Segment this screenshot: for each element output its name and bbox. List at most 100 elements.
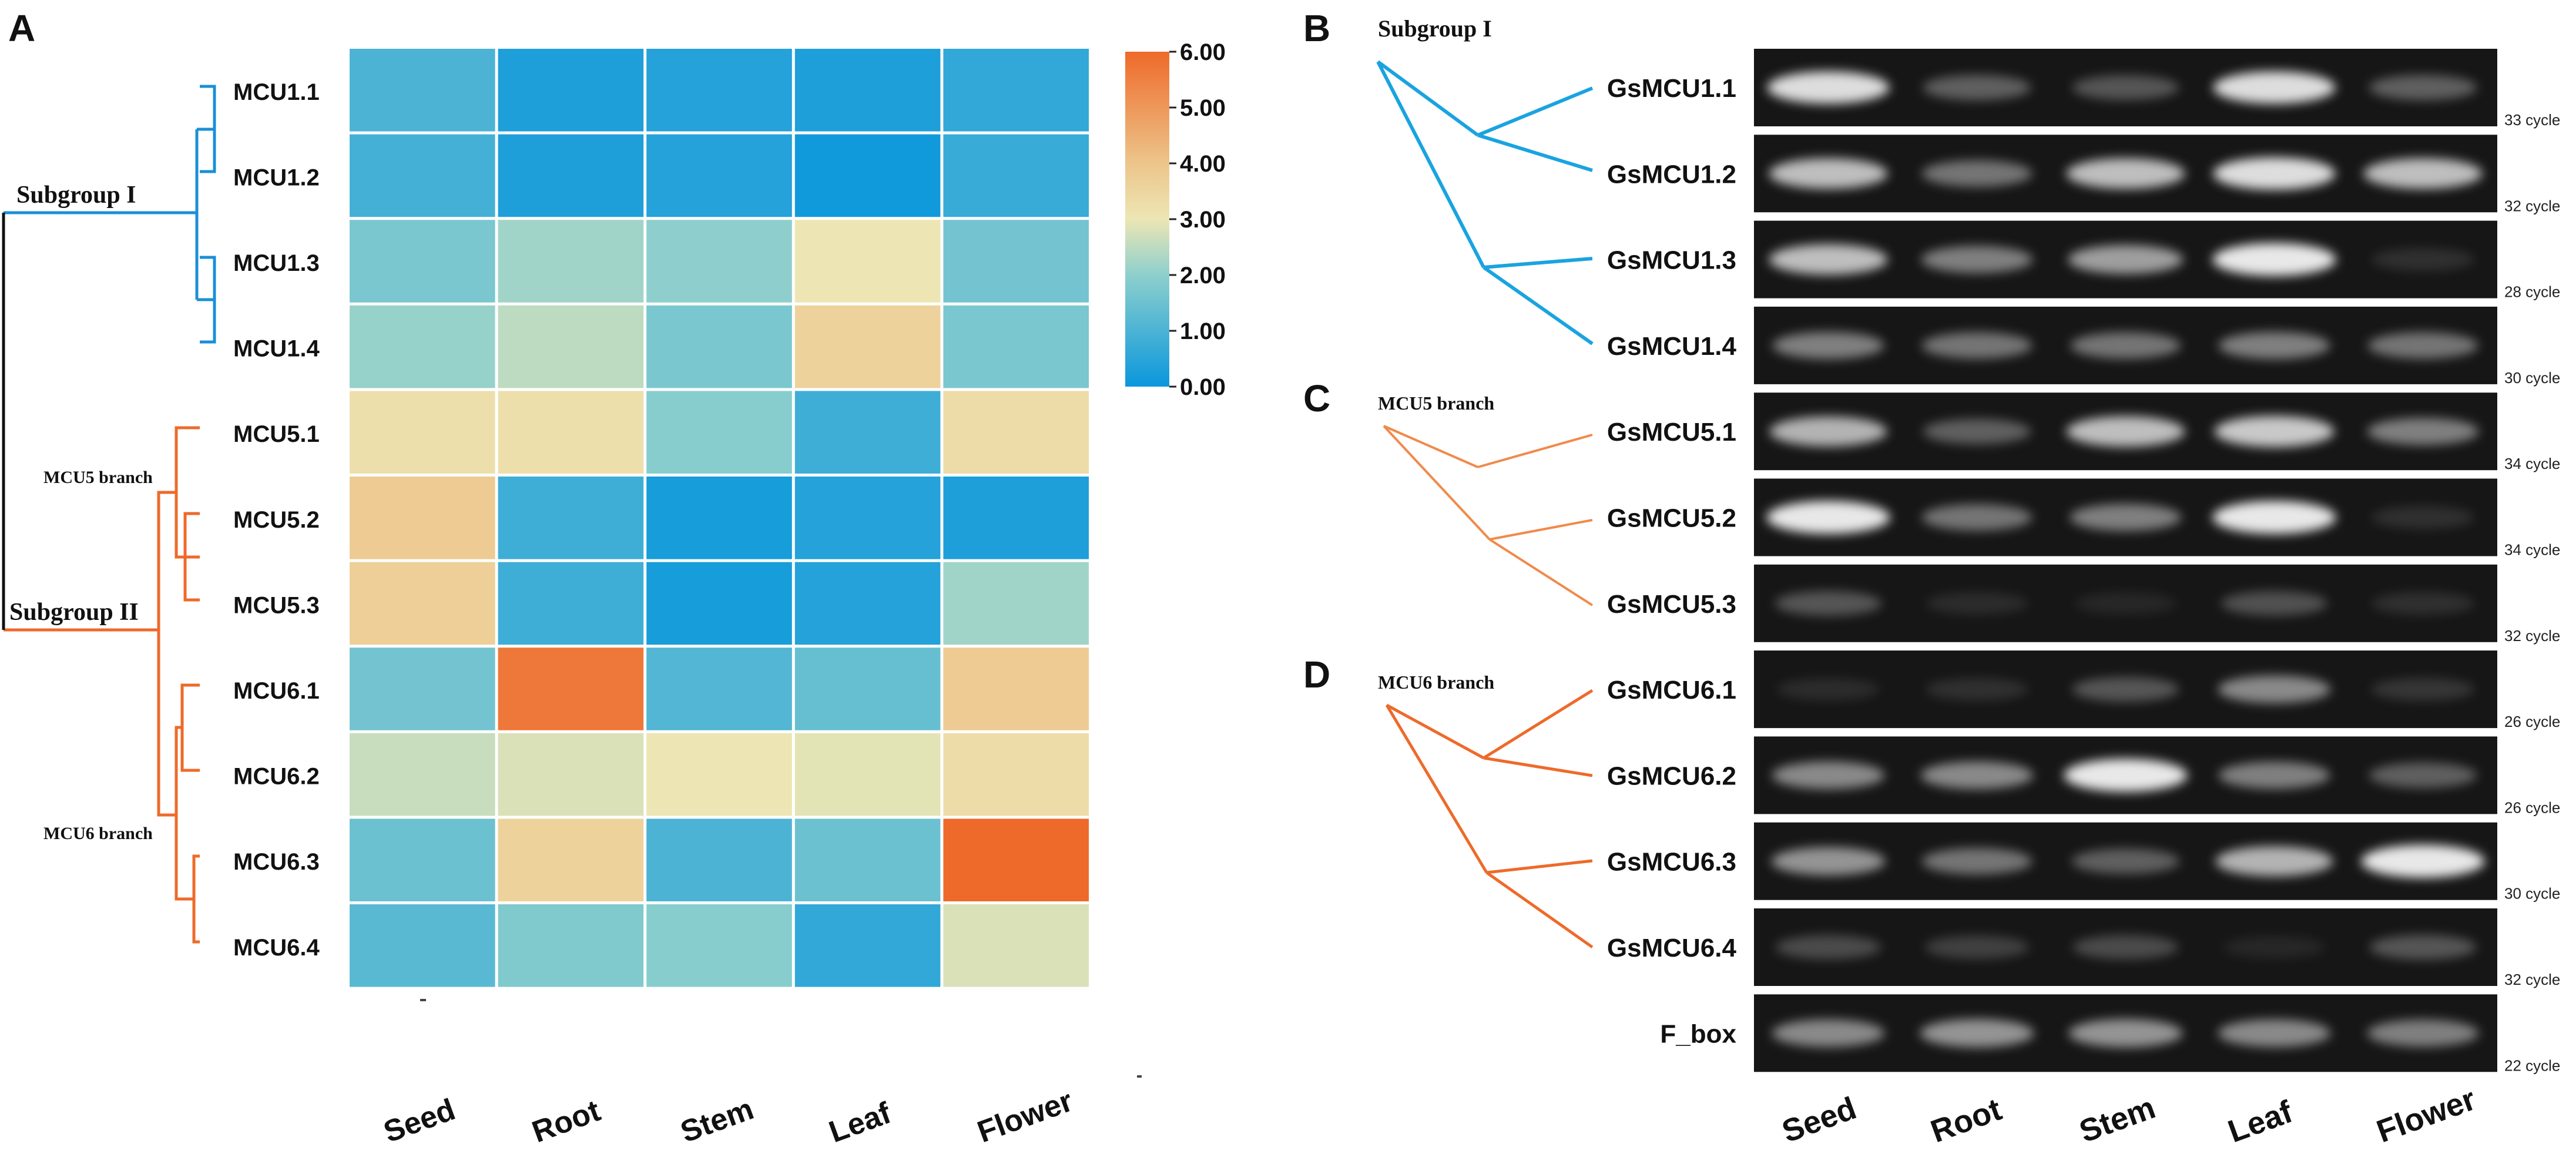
- gel-band-GsMCU1.1-Flower: [2369, 75, 2477, 100]
- gel-band-GsMCU1.3-Seed: [1769, 244, 1888, 275]
- heatmap-cell-MCU6.3-Stem: [646, 819, 792, 901]
- gel-band-GsMCU6.4-Seed: [1775, 935, 1881, 960]
- heatmap-cell-MCU5.3-Seed: [350, 562, 495, 645]
- gel-band-GsMCU1.4-Flower: [2367, 332, 2478, 359]
- gel-band-GsMCU1.2-Leaf: [2213, 157, 2336, 190]
- gel-gene-label: GsMCU1.3: [1607, 246, 1736, 275]
- gel-gene-label: GsMCU6.3: [1607, 848, 1736, 877]
- heatmap-cell-MCU6.2-Root: [498, 733, 644, 816]
- gel-band-GsMCU1.4-Seed: [1772, 331, 1884, 359]
- heatmap-row-label: MCU6.3: [233, 849, 320, 875]
- heatmap-cell-MCU6.2-Flower: [943, 733, 1089, 816]
- heatmap-cell-MCU6.2-Seed: [350, 733, 495, 816]
- gel-column-label: Stem: [2075, 1090, 2160, 1150]
- heatmap-cell-MCU1.3-Flower: [943, 220, 1089, 303]
- gel-band-GsMCU5.3-Root: [1926, 592, 2028, 615]
- gel-column-labels: Seed Root Stem Leaf Flower: [1777, 1081, 2480, 1149]
- gel-cycle-label: 32 cycle: [2504, 971, 2560, 988]
- gel-panel: [1754, 49, 2497, 1072]
- gel-band-F_box-Stem: [2068, 1019, 2183, 1048]
- heatmap-cell-MCU1.1-Seed: [350, 49, 495, 132]
- gel-band-GsMCU6.3-Leaf: [2215, 846, 2333, 877]
- gel-band-GsMCU6.3-Seed: [1771, 847, 1886, 875]
- gel-band-GsMCU6.2-Flower: [2369, 762, 2477, 788]
- gel-cycle-label: 26 cycle: [2504, 713, 2560, 730]
- colorbar-ticks: 6.00 5.00 4.00 3.00 2.00 1.00 0.00: [1169, 39, 1226, 400]
- gel-gene-label: GsMCU6.4: [1607, 934, 1737, 962]
- heatmap-cell-MCU1.3-Root: [498, 220, 644, 303]
- heatmap-column-label: Flower: [973, 1084, 1077, 1149]
- gel-band-GsMCU6.4-Flower: [2369, 935, 2477, 960]
- stray-mark: [1137, 1075, 1142, 1078]
- heatmap-cell-MCU6.1-Seed: [350, 648, 495, 730]
- gel-band-GsMCU1.3-Flower: [2372, 248, 2474, 271]
- gel-strip-GsMCU6.2: [1754, 736, 2497, 814]
- heatmap-cell-MCU6.4-Flower: [943, 904, 1089, 987]
- heatmap-row-label: MCU6.2: [233, 764, 320, 790]
- heatmap-cell-MCU6.3-Flower: [943, 819, 1089, 901]
- gel-strip-GsMCU1.2: [1754, 135, 2497, 213]
- heatmap-cell-MCU1.1-Flower: [943, 49, 1089, 132]
- gel-band-GsMCU5.1-Seed: [1769, 416, 1887, 447]
- gel-band-GsMCU6.2-Root: [1920, 761, 2034, 789]
- mcu5-branch-label: MCU5 branch: [43, 468, 153, 487]
- subgroup1-branches: [4, 85, 216, 344]
- heatmap-column-label: Root: [528, 1093, 605, 1149]
- gel-gene-label: GsMCU5.1: [1607, 418, 1736, 447]
- gel-label-mcu6: MCU6 branch: [1378, 672, 1494, 693]
- gel-band-GsMCU1.3-Leaf: [2212, 243, 2336, 276]
- subgroup2-branches: [4, 426, 200, 944]
- gel-tree-subgroup1: [1376, 60, 1594, 345]
- gel-cycle-label: 30 cycle: [2504, 885, 2560, 903]
- heatmap-cell-MCU1.2-Seed: [350, 134, 495, 217]
- gel-band-GsMCU6.1-Flower: [2371, 677, 2475, 701]
- stray-mark: [420, 999, 426, 1001]
- heatmap-cell-MCU6.3-Root: [498, 819, 644, 901]
- gel-band-GsMCU5.2-Root: [1921, 504, 2032, 531]
- gel-band-GsMCU5.2-Leaf: [2212, 501, 2336, 534]
- heatmap: [350, 49, 1089, 987]
- gel-band-GsMCU6.4-Leaf: [2223, 936, 2326, 958]
- gel-band-F_box-Flower: [2367, 1019, 2479, 1047]
- colorbar-tick-label: 5.00: [1180, 95, 1226, 121]
- gel-band-GsMCU6.4-Root: [1924, 935, 2030, 959]
- gel-label-mcu5: MCU5 branch: [1378, 393, 1494, 414]
- heatmap-cell-MCU5.2-Seed: [350, 477, 495, 559]
- heatmap-cell-MCU5.3-Leaf: [794, 562, 941, 645]
- gel-gene-label: GsMCU1.2: [1607, 160, 1736, 189]
- gel-cycle-label: 34 cycle: [2504, 541, 2560, 559]
- gel-band-GsMCU1.1-Root: [1923, 75, 2031, 100]
- heatmap-cell-MCU5.2-Stem: [646, 477, 792, 559]
- heatmap-row-label: MCU6.4: [233, 935, 320, 961]
- gel-band-F_box-Root: [1920, 1019, 2034, 1048]
- panel-label-a: A: [8, 7, 35, 49]
- gel-gene-label: GsMCU5.3: [1607, 590, 1736, 619]
- gel-column-label: Flower: [2372, 1081, 2480, 1149]
- panel-label-c: C: [1303, 377, 1330, 420]
- heatmap-column-label: Seed: [380, 1092, 460, 1149]
- heatmap-cell-MCU6.3-Leaf: [794, 819, 941, 901]
- gel-band-GsMCU1.3-Stem: [2068, 245, 2183, 274]
- gel-strip-GsMCU5.3: [1754, 564, 2497, 642]
- gel-cycle-label: 22 cycle: [2504, 1056, 2560, 1074]
- gel-cycle-label: 28 cycle: [2504, 283, 2560, 301]
- heatmap-row-label: MCU5.3: [233, 592, 320, 618]
- gel-strip-GsMCU5.1: [1754, 393, 2497, 471]
- heatmap-cell-MCU6.1-Stem: [646, 648, 792, 730]
- gel-band-GsMCU5.3-Flower: [2372, 592, 2474, 615]
- gel-band-F_box-Seed: [1772, 1019, 1885, 1047]
- colorbar-tick-label: 1.00: [1180, 318, 1226, 344]
- gel-band-GsMCU5.2-Seed: [1766, 501, 1890, 534]
- gel-strip-GsMCU6.1: [1754, 650, 2497, 729]
- gel-gene-label: F_box: [1660, 1019, 1736, 1048]
- heatmap-cell-MCU5.1-Root: [498, 391, 644, 474]
- gel-band-GsMCU6.2-Seed: [1772, 761, 1885, 789]
- heatmap-cell-MCU1.2-Leaf: [794, 134, 941, 217]
- gel-band-GsMCU1.1-Seed: [1767, 71, 1890, 104]
- gel-column-label: Leaf: [2223, 1094, 2297, 1150]
- subgroup1-label: Subgroup I: [16, 182, 136, 209]
- gel-band-GsMCU6.1-Leaf: [2218, 675, 2331, 703]
- gel-strip-GsMCU6.4: [1754, 908, 2497, 986]
- gel-strip-GsMCU5.2: [1754, 478, 2497, 556]
- heatmap-cell-MCU6.4-Leaf: [794, 904, 941, 987]
